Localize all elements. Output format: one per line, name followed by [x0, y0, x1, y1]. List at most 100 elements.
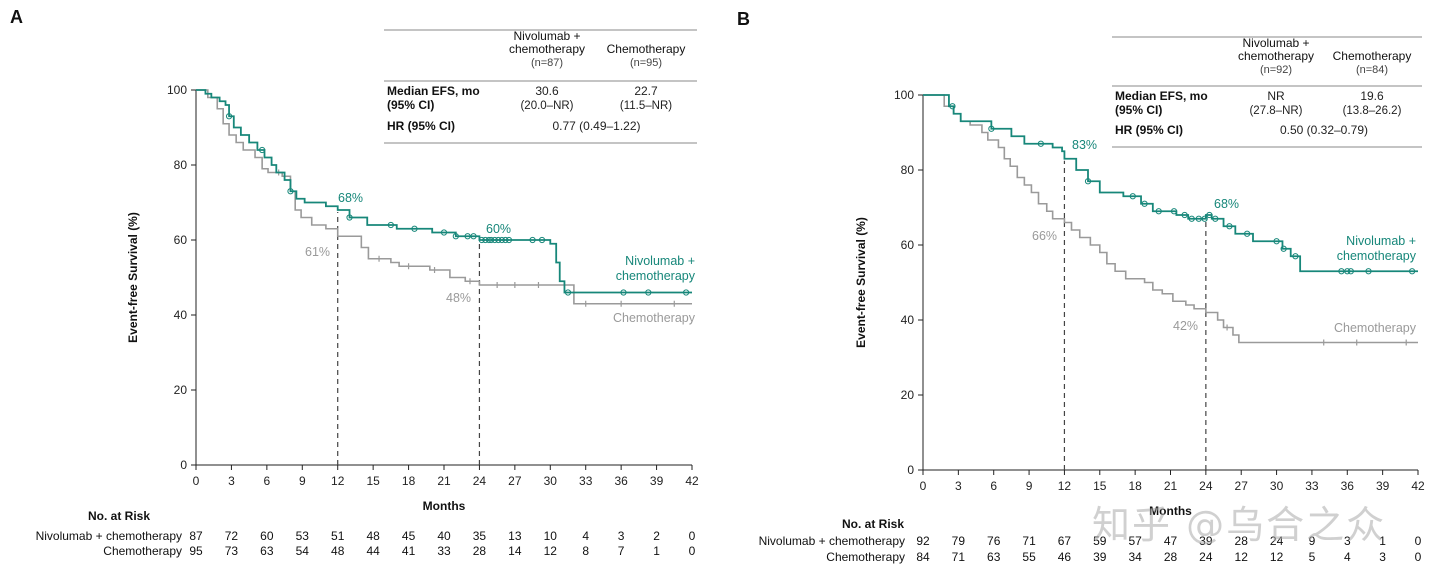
censor-mark-nivolumab-chemotherapy [225, 113, 233, 120]
risk-count: 2 [653, 529, 660, 543]
x-tick-label: 6 [264, 474, 271, 488]
risk-count: 44 [366, 544, 380, 558]
censor-mark-nivolumab-chemotherapy [482, 236, 489, 244]
series-label-chemotherapy: Chemotherapy [1334, 321, 1417, 335]
censor-mark-nivolumab-chemotherapy [1226, 223, 1233, 230]
risk-count: 71 [952, 550, 966, 564]
censor-mark-nivolumab-chemotherapy [1365, 268, 1372, 275]
x-tick-label: 24 [473, 474, 487, 488]
risk-count: 13 [508, 529, 522, 543]
censor-mark-nivolumab-chemotherapy [564, 289, 572, 296]
table-header-chemotherapy: Chemotherapy [607, 42, 686, 56]
x-tick-label: 12 [331, 474, 345, 488]
x-tick-label: 30 [1270, 479, 1284, 493]
table-header-nivolumab: (n=87) [531, 57, 563, 69]
risk-count: 4 [1344, 550, 1351, 564]
series-label-nivolumab-chemotherapy: chemotherapy [1337, 249, 1417, 263]
risk-count: 63 [987, 550, 1001, 564]
table-hr-value: 0.50 (0.32–0.79) [1280, 123, 1368, 137]
x-tick-label: 18 [402, 474, 416, 488]
risk-count: 4 [582, 529, 589, 543]
x-tick-label: 27 [508, 474, 522, 488]
risk-count: 48 [331, 544, 345, 558]
censor-mark-nivolumab-chemotherapy [1084, 178, 1092, 185]
risk-count: 67 [1058, 534, 1072, 548]
risk-count: 92 [916, 534, 930, 548]
x-tick-label: 42 [1411, 479, 1425, 493]
table-median-value: NR [1267, 89, 1285, 103]
risk-count: 51 [331, 529, 345, 543]
risk-count: 95 [189, 544, 203, 558]
risk-row-label: Nivolumab + chemotherapy [759, 534, 905, 548]
table-header-nivolumab: chemotherapy [1238, 49, 1314, 63]
series-label-nivolumab-chemotherapy: Nivolumab + [1346, 234, 1416, 248]
censor-mark-nivolumab-chemotherapy [1280, 245, 1287, 252]
x-tick-label: 9 [299, 474, 306, 488]
x-tick-label: 27 [1235, 479, 1249, 493]
censor-mark-nivolumab-chemotherapy [1170, 208, 1178, 215]
survival-annotation: 61% [305, 245, 330, 259]
table-median-value: (27.8–NR) [1249, 105, 1302, 117]
risk-row-label: Nivolumab + chemotherapy [36, 529, 182, 543]
y-tick-label: 60 [174, 233, 188, 247]
table-median-value: 22.7 [634, 84, 658, 98]
risk-count: 53 [296, 529, 310, 543]
risk-count: 24 [1270, 534, 1284, 548]
x-tick-label: 36 [1341, 479, 1355, 493]
censor-mark-nivolumab-chemotherapy [498, 236, 505, 244]
y-tick-label: 0 [180, 458, 187, 472]
risk-table-title: No. at Risk [88, 509, 150, 523]
censor-mark-nivolumab-chemotherapy [259, 146, 266, 154]
risk-count: 5 [1309, 550, 1316, 564]
risk-count: 54 [296, 544, 310, 558]
survival-annotation: 83% [1072, 138, 1097, 152]
risk-count: 7 [618, 544, 625, 558]
censor-mark-nivolumab-chemotherapy [1409, 268, 1416, 275]
table-header-nivolumab: (n=92) [1260, 64, 1292, 76]
x-tick-label: 36 [614, 474, 628, 488]
risk-count: 87 [189, 529, 203, 543]
table-median-value: 19.6 [1360, 89, 1384, 103]
x-axis-label: Months [1149, 504, 1192, 518]
censor-mark-nivolumab-chemotherapy [485, 236, 492, 244]
censor-mark-nivolumab-chemotherapy [470, 233, 477, 240]
censor-mark-nivolumab-chemotherapy [682, 289, 690, 296]
censor-mark-nivolumab-chemotherapy [620, 289, 627, 296]
x-tick-label: 42 [685, 474, 699, 488]
watermark-text: 知乎 @乌合之众 [1092, 503, 1387, 547]
table-header-chemotherapy: Chemotherapy [1333, 49, 1412, 63]
censor-mark-nivolumab-chemotherapy [645, 289, 652, 296]
y-tick-label: 0 [907, 463, 914, 477]
censor-mark-nivolumab-chemotherapy [495, 236, 502, 244]
panel-a: A0 3 6 9 12 15 18 21 24 27 30 33 36 39 42020406080100M… [10, 7, 699, 558]
risk-count: 3 [1344, 534, 1351, 548]
risk-row-label: Chemotherapy [103, 544, 182, 558]
censor-mark-nivolumab-chemotherapy [1141, 200, 1148, 207]
x-tick-label: 33 [1305, 479, 1319, 493]
survival-annotation: 48% [446, 291, 471, 305]
risk-count: 57 [1128, 534, 1142, 548]
table-row-label-median: (95% CI) [387, 98, 434, 112]
survival-annotation: 60% [486, 222, 511, 236]
table-header-nivolumab: chemotherapy [509, 42, 585, 56]
censor-mark-nivolumab-chemotherapy [452, 233, 459, 240]
x-tick-label: 0 [920, 479, 927, 493]
y-tick-label: 80 [174, 158, 188, 172]
table-median-value: (13.8–26.2) [1343, 105, 1402, 117]
risk-count: 35 [473, 529, 487, 543]
table-row-label-hr: HR (95% CI) [1115, 123, 1183, 137]
risk-count: 14 [508, 544, 522, 558]
risk-count: 0 [1415, 534, 1422, 548]
x-axis-label: Months [423, 499, 466, 513]
censor-mark-nivolumab-chemotherapy [1344, 268, 1351, 275]
censor-mark-nivolumab-chemotherapy [440, 229, 448, 236]
censor-mark-nivolumab-chemotherapy [949, 103, 956, 110]
panel-b: B0 3 6 9 12 15 18 21 24 27 30 33 36 39 42020406080100M… [737, 9, 1425, 564]
x-tick-label: 21 [1164, 479, 1178, 493]
risk-count: 72 [225, 529, 239, 543]
risk-count: 73 [225, 544, 239, 558]
km-curve-nivolumab-chemotherapy [923, 94, 1418, 273]
x-tick-label: 24 [1199, 479, 1213, 493]
censor-mark-nivolumab-chemotherapy [1155, 208, 1162, 215]
